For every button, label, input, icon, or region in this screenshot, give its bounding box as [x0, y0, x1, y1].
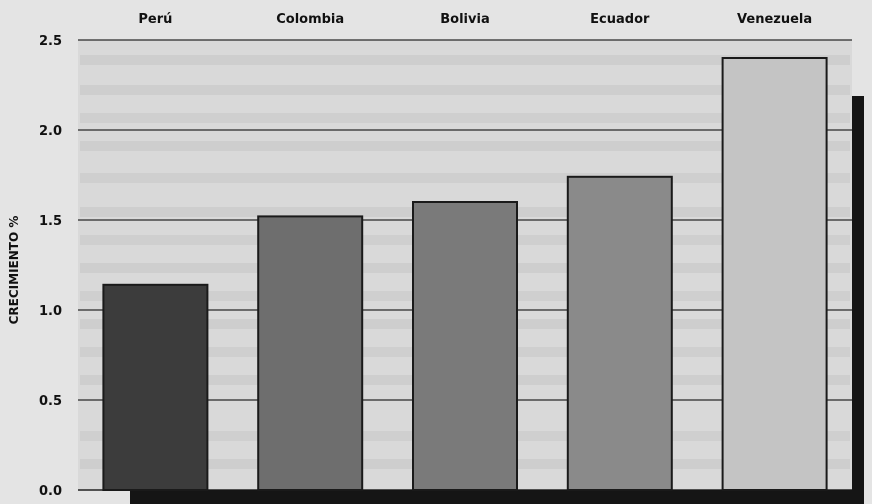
category-labels: Perú Colombia Bolivia Ecuador Venezuela — [138, 12, 812, 27]
y-tick-labels: 0.0 0.5 1.0 1.5 2.0 2.5 — [39, 34, 62, 499]
y-tick-label: 0.0 — [39, 484, 62, 499]
category-label: Ecuador — [590, 12, 650, 27]
category-label: Perú — [138, 12, 172, 27]
category-label: Colombia — [276, 12, 344, 27]
y-tick-label: 0.5 — [39, 394, 62, 409]
bar — [721, 57, 828, 491]
category-label: Venezuela — [737, 12, 812, 27]
y-tick-label: 1.0 — [39, 304, 62, 319]
bars — [102, 57, 828, 492]
y-axis-title: CRECIMIENTO % — [7, 216, 21, 325]
bottom-shadow — [130, 490, 864, 504]
y-tick-label: 1.5 — [39, 214, 62, 229]
y-tick-label: 2.0 — [39, 124, 62, 139]
bar — [412, 201, 518, 491]
bar — [566, 175, 673, 492]
shadow-layer — [130, 96, 864, 504]
category-label: Bolivia — [440, 12, 489, 27]
bar — [102, 283, 209, 491]
right-shadow — [852, 96, 864, 496]
bar — [257, 215, 364, 491]
y-tick-label: 2.5 — [39, 34, 62, 49]
